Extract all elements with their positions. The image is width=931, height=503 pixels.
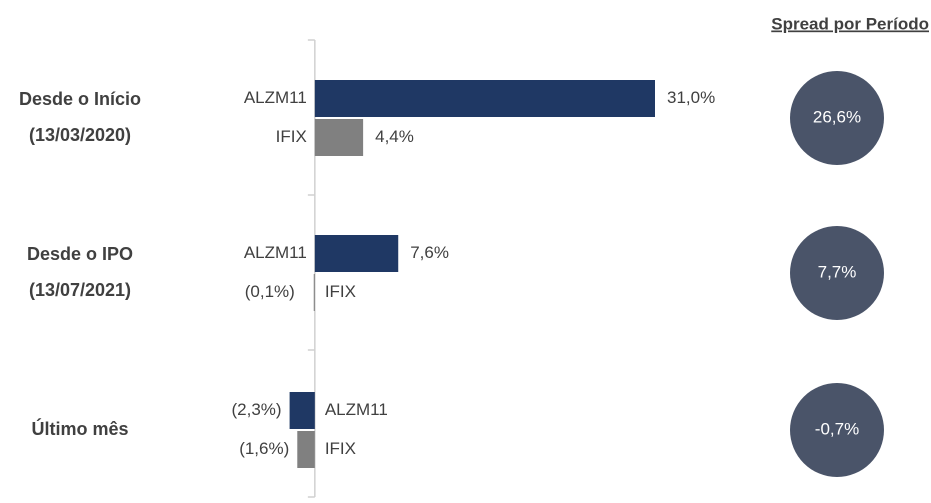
- value-label: (2,3%): [232, 400, 282, 419]
- category-label: Último mês: [31, 418, 128, 439]
- bar: [314, 119, 364, 156]
- spread-label: -0,7%: [815, 419, 859, 438]
- series-label: IFIX: [325, 282, 356, 301]
- value-label: (0,1%): [245, 282, 295, 301]
- series-label: ALZM11: [325, 400, 388, 419]
- bar: [314, 235, 399, 272]
- spread-label: 26,6%: [813, 107, 861, 126]
- category-label: Desde o IPO (13/07/2021): [27, 244, 133, 300]
- bar: [314, 80, 655, 117]
- category-label: Desde o Início (13/03/2020): [19, 89, 141, 145]
- series-label: ALZM11: [244, 243, 307, 262]
- bar: [313, 274, 315, 311]
- spread-circle: [790, 71, 884, 165]
- spread-circle: [790, 383, 884, 477]
- series-label: IFIX: [325, 439, 356, 458]
- spread-circle: [790, 226, 884, 320]
- value-label: 4,4%: [375, 127, 414, 146]
- bar: [289, 392, 315, 429]
- series-label: ALZM11: [244, 88, 307, 107]
- spread-title: Spread por Período: [771, 14, 929, 33]
- value-label: (1,6%): [239, 439, 289, 458]
- spread-label: 7,7%: [818, 262, 857, 281]
- series-label: IFIX: [276, 127, 307, 146]
- value-label: 31,0%: [667, 88, 715, 107]
- value-label: 7,6%: [410, 243, 449, 262]
- bar: [297, 431, 315, 468]
